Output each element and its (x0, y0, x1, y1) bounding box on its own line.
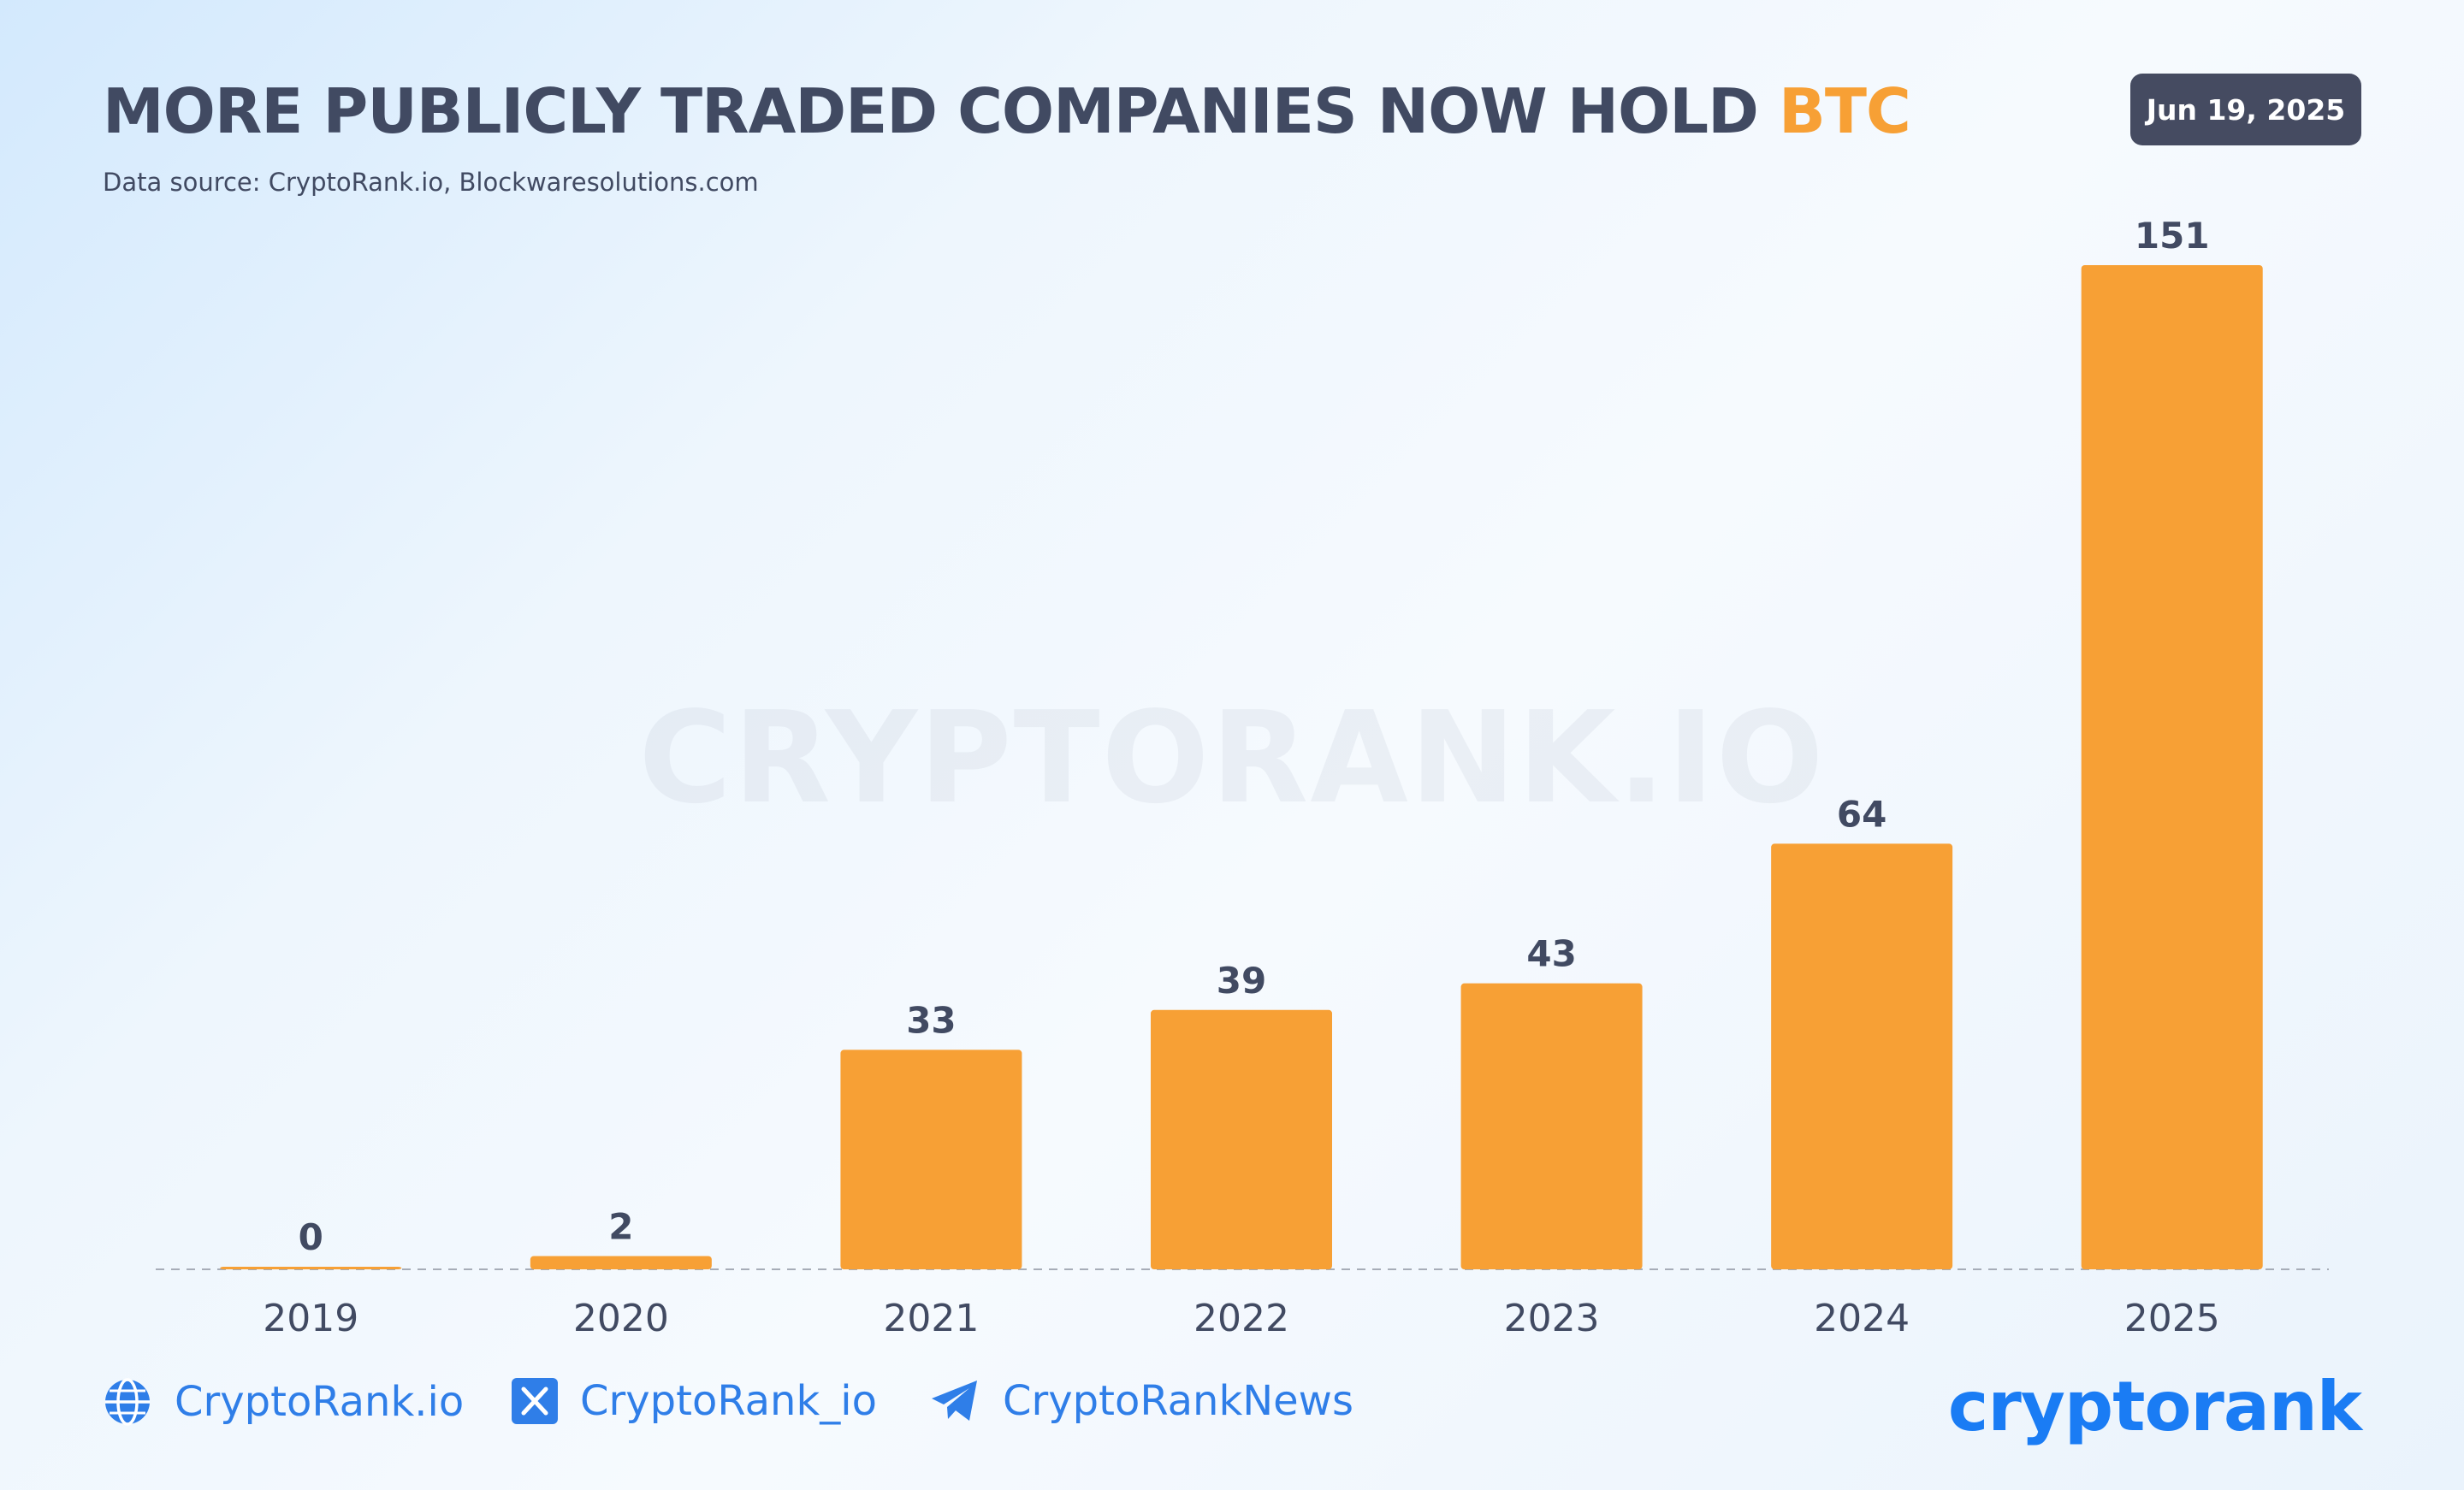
website-link[interactable]: CryptoRank.io (103, 1377, 464, 1427)
twitter-label: CryptoRank_io (580, 1377, 877, 1425)
value-label-2025: 151 (2135, 215, 2210, 257)
title-main: MORE PUBLICLY TRADED COMPANIES NOW HOLD (103, 75, 1779, 147)
value-label-2022: 39 (1217, 960, 1266, 1002)
x-tick-label-2021: 2021 (883, 1297, 979, 1340)
chart-title: MORE PUBLICLY TRADED COMPANIES NOW HOLD … (103, 75, 1911, 147)
x-tick-label-2025: 2025 (2124, 1297, 2220, 1340)
bar-2024 (1771, 843, 1953, 1269)
telegram-link[interactable]: CryptoRankNews (929, 1377, 1353, 1425)
value-label-2019: 0 (299, 1216, 323, 1258)
twitter-link[interactable]: CryptoRank_io (512, 1377, 877, 1425)
globe-icon (103, 1377, 152, 1427)
bar-2022 (1151, 1009, 1332, 1269)
watermark: CRYPTORANK.IO (638, 684, 1826, 831)
x-icon (512, 1378, 558, 1424)
footer: CryptoRank.io CryptoRank_io CryptoRankNe… (0, 1377, 2464, 1446)
value-label-2021: 33 (906, 999, 956, 1041)
bar-2020 (530, 1256, 712, 1269)
website-label: CryptoRank.io (175, 1378, 465, 1426)
bar-2019 (220, 1267, 402, 1269)
value-label-2024: 64 (1837, 793, 1886, 835)
data-source: Data source: CryptoRank.io, Blockwaresol… (103, 168, 759, 197)
bar-2025 (2081, 265, 2263, 1269)
bar-2021 (840, 1050, 1022, 1269)
x-tick-label-2020: 2020 (573, 1297, 669, 1340)
x-tick-label-2024: 2024 (1814, 1297, 1910, 1340)
value-label-2020: 2 (608, 1205, 633, 1247)
bar-chart: 0 2019 2 2020 33 2021 39 2022 43 2023 64 2024 151 202… (156, 215, 2329, 1340)
x-tick-label-2019: 2019 (263, 1297, 358, 1340)
value-label-2023: 43 (1526, 933, 1576, 975)
telegram-icon (929, 1378, 980, 1424)
date-badge: Jun 19, 2025 (2130, 74, 2361, 145)
bar-2023 (1460, 983, 1643, 1269)
cryptorank-logo: cryptorank (1947, 1367, 2362, 1446)
x-tick-label-2022: 2022 (1194, 1297, 1289, 1340)
x-tick-label-2023: 2023 (1504, 1297, 1600, 1340)
telegram-label: CryptoRankNews (1003, 1377, 1353, 1425)
title-accent: BTC (1778, 75, 1911, 147)
